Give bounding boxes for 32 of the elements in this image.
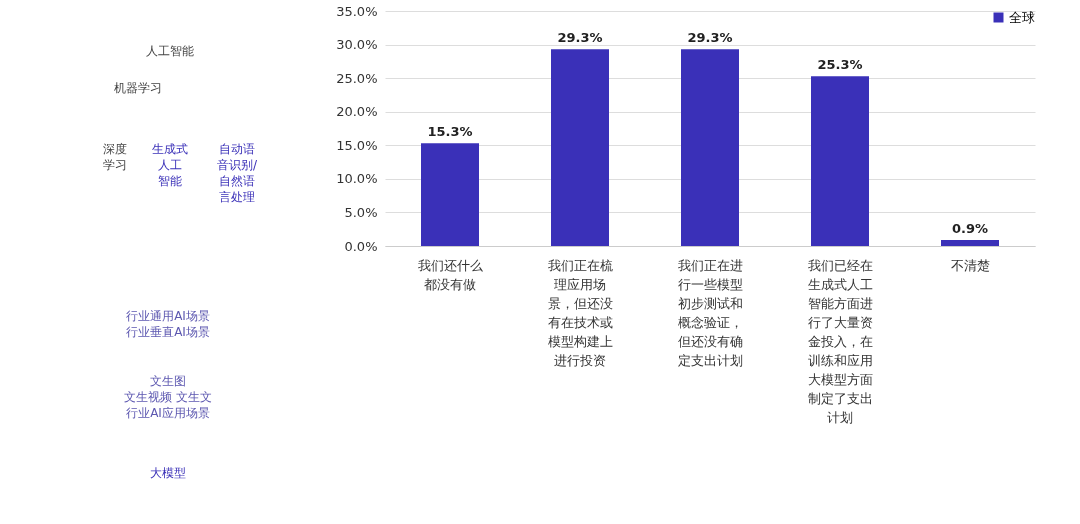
text: 机器学习 <box>114 81 162 95</box>
text: 29.3% <box>557 30 603 46</box>
text: 深度学习 <box>103 142 127 172</box>
y-tick-label: 5.0% <box>344 204 378 220</box>
bar <box>421 143 479 246</box>
text: 大模型 <box>150 466 186 480</box>
x-tick-label: 不清楚 <box>950 258 990 273</box>
text: 0.9% <box>951 220 989 236</box>
text: 自动语音识别/自然语言处理 <box>216 142 258 204</box>
text: 29.3% <box>687 30 733 46</box>
text: 25.3% <box>817 57 863 73</box>
x-tick-label: 我们还什么都没有做 <box>417 258 483 292</box>
y-tick-label: 15.0% <box>336 137 378 153</box>
legend-label: 全球 <box>1009 9 1035 25</box>
x-tick-label: 我们正在进行一些模型初步测试和概念验证，但还没有确定支出计划 <box>677 258 743 368</box>
y-tick-label: 20.0% <box>336 104 378 120</box>
bar <box>681 49 739 246</box>
text: 15.3% <box>427 124 473 140</box>
text: 文生图文生视频 文生文行业AI应用场景 <box>124 374 212 420</box>
bar <box>811 76 869 246</box>
text: 人工智能 <box>146 44 194 58</box>
bar <box>551 49 609 246</box>
bar <box>941 239 999 246</box>
y-tick-label: 25.0% <box>336 70 378 86</box>
text: 行业通用AI场景行业垂直AI场景 <box>126 309 210 339</box>
y-tick-label: 0.0% <box>344 238 378 254</box>
y-tick-label: 35.0% <box>336 3 378 19</box>
y-tick-label: 10.0% <box>336 171 378 187</box>
x-tick-label: 我们正在梳理应用场景，但还没有在技术或模型构建上进行投资 <box>547 258 613 368</box>
y-tick-label: 30.0% <box>336 37 378 53</box>
category-label: 我们已经在生成式人工智能方面进行了大量资金投入，在训练和应用大模型方面制定了支出计划 <box>807 258 873 425</box>
text: 生成式人工智能 <box>152 142 188 188</box>
